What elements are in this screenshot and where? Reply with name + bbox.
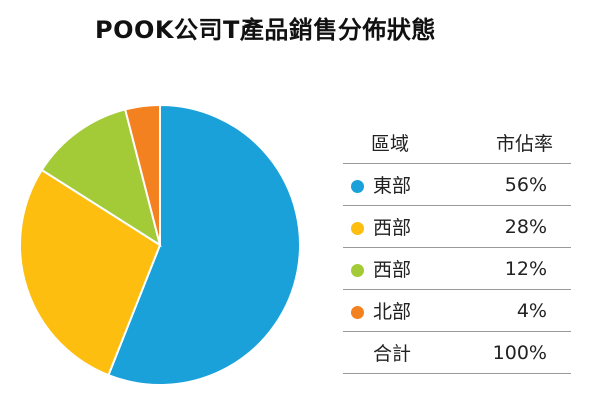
legend-dot (351, 180, 364, 193)
legend-region-label: 北部 (373, 301, 412, 323)
legend-region-label: 東部 (373, 175, 412, 197)
legend-region-label: 西部 (373, 217, 412, 239)
legend-dot (351, 222, 364, 235)
legend-table: 區域 市佔率 東部 56% 西部 28% 西部 12% 北部 4% 合計 100… (343, 122, 571, 374)
legend-dot (351, 306, 364, 319)
pie-slice (40, 108, 162, 248)
pie-slice (123, 103, 161, 246)
legend-dot (351, 264, 364, 277)
total-value: 100% (448, 331, 571, 374)
pie-slice (107, 103, 301, 386)
legend-share-value: 56% (448, 163, 571, 206)
pie-slice (18, 168, 162, 377)
region-header: 區域 (343, 122, 449, 164)
chart-title: POOK公司T產品銷售分佈狀態 (95, 16, 436, 44)
total-label: 合計 (343, 331, 449, 374)
legend-region-label: 西部 (373, 259, 412, 281)
legend-row: 北部 4% (343, 289, 571, 332)
legend-share-value: 4% (448, 289, 571, 332)
legend-header-row: 區域 市佔率 (343, 122, 571, 164)
legend-share-value: 12% (448, 247, 571, 290)
legend-row: 東部 56% (343, 163, 571, 206)
legend-row: 西部 28% (343, 205, 571, 248)
legend-total-row: 合計 100% (343, 331, 571, 374)
legend-share-value: 28% (448, 205, 571, 248)
share-header: 市佔率 (448, 122, 571, 164)
legend-row: 西部 12% (343, 247, 571, 290)
